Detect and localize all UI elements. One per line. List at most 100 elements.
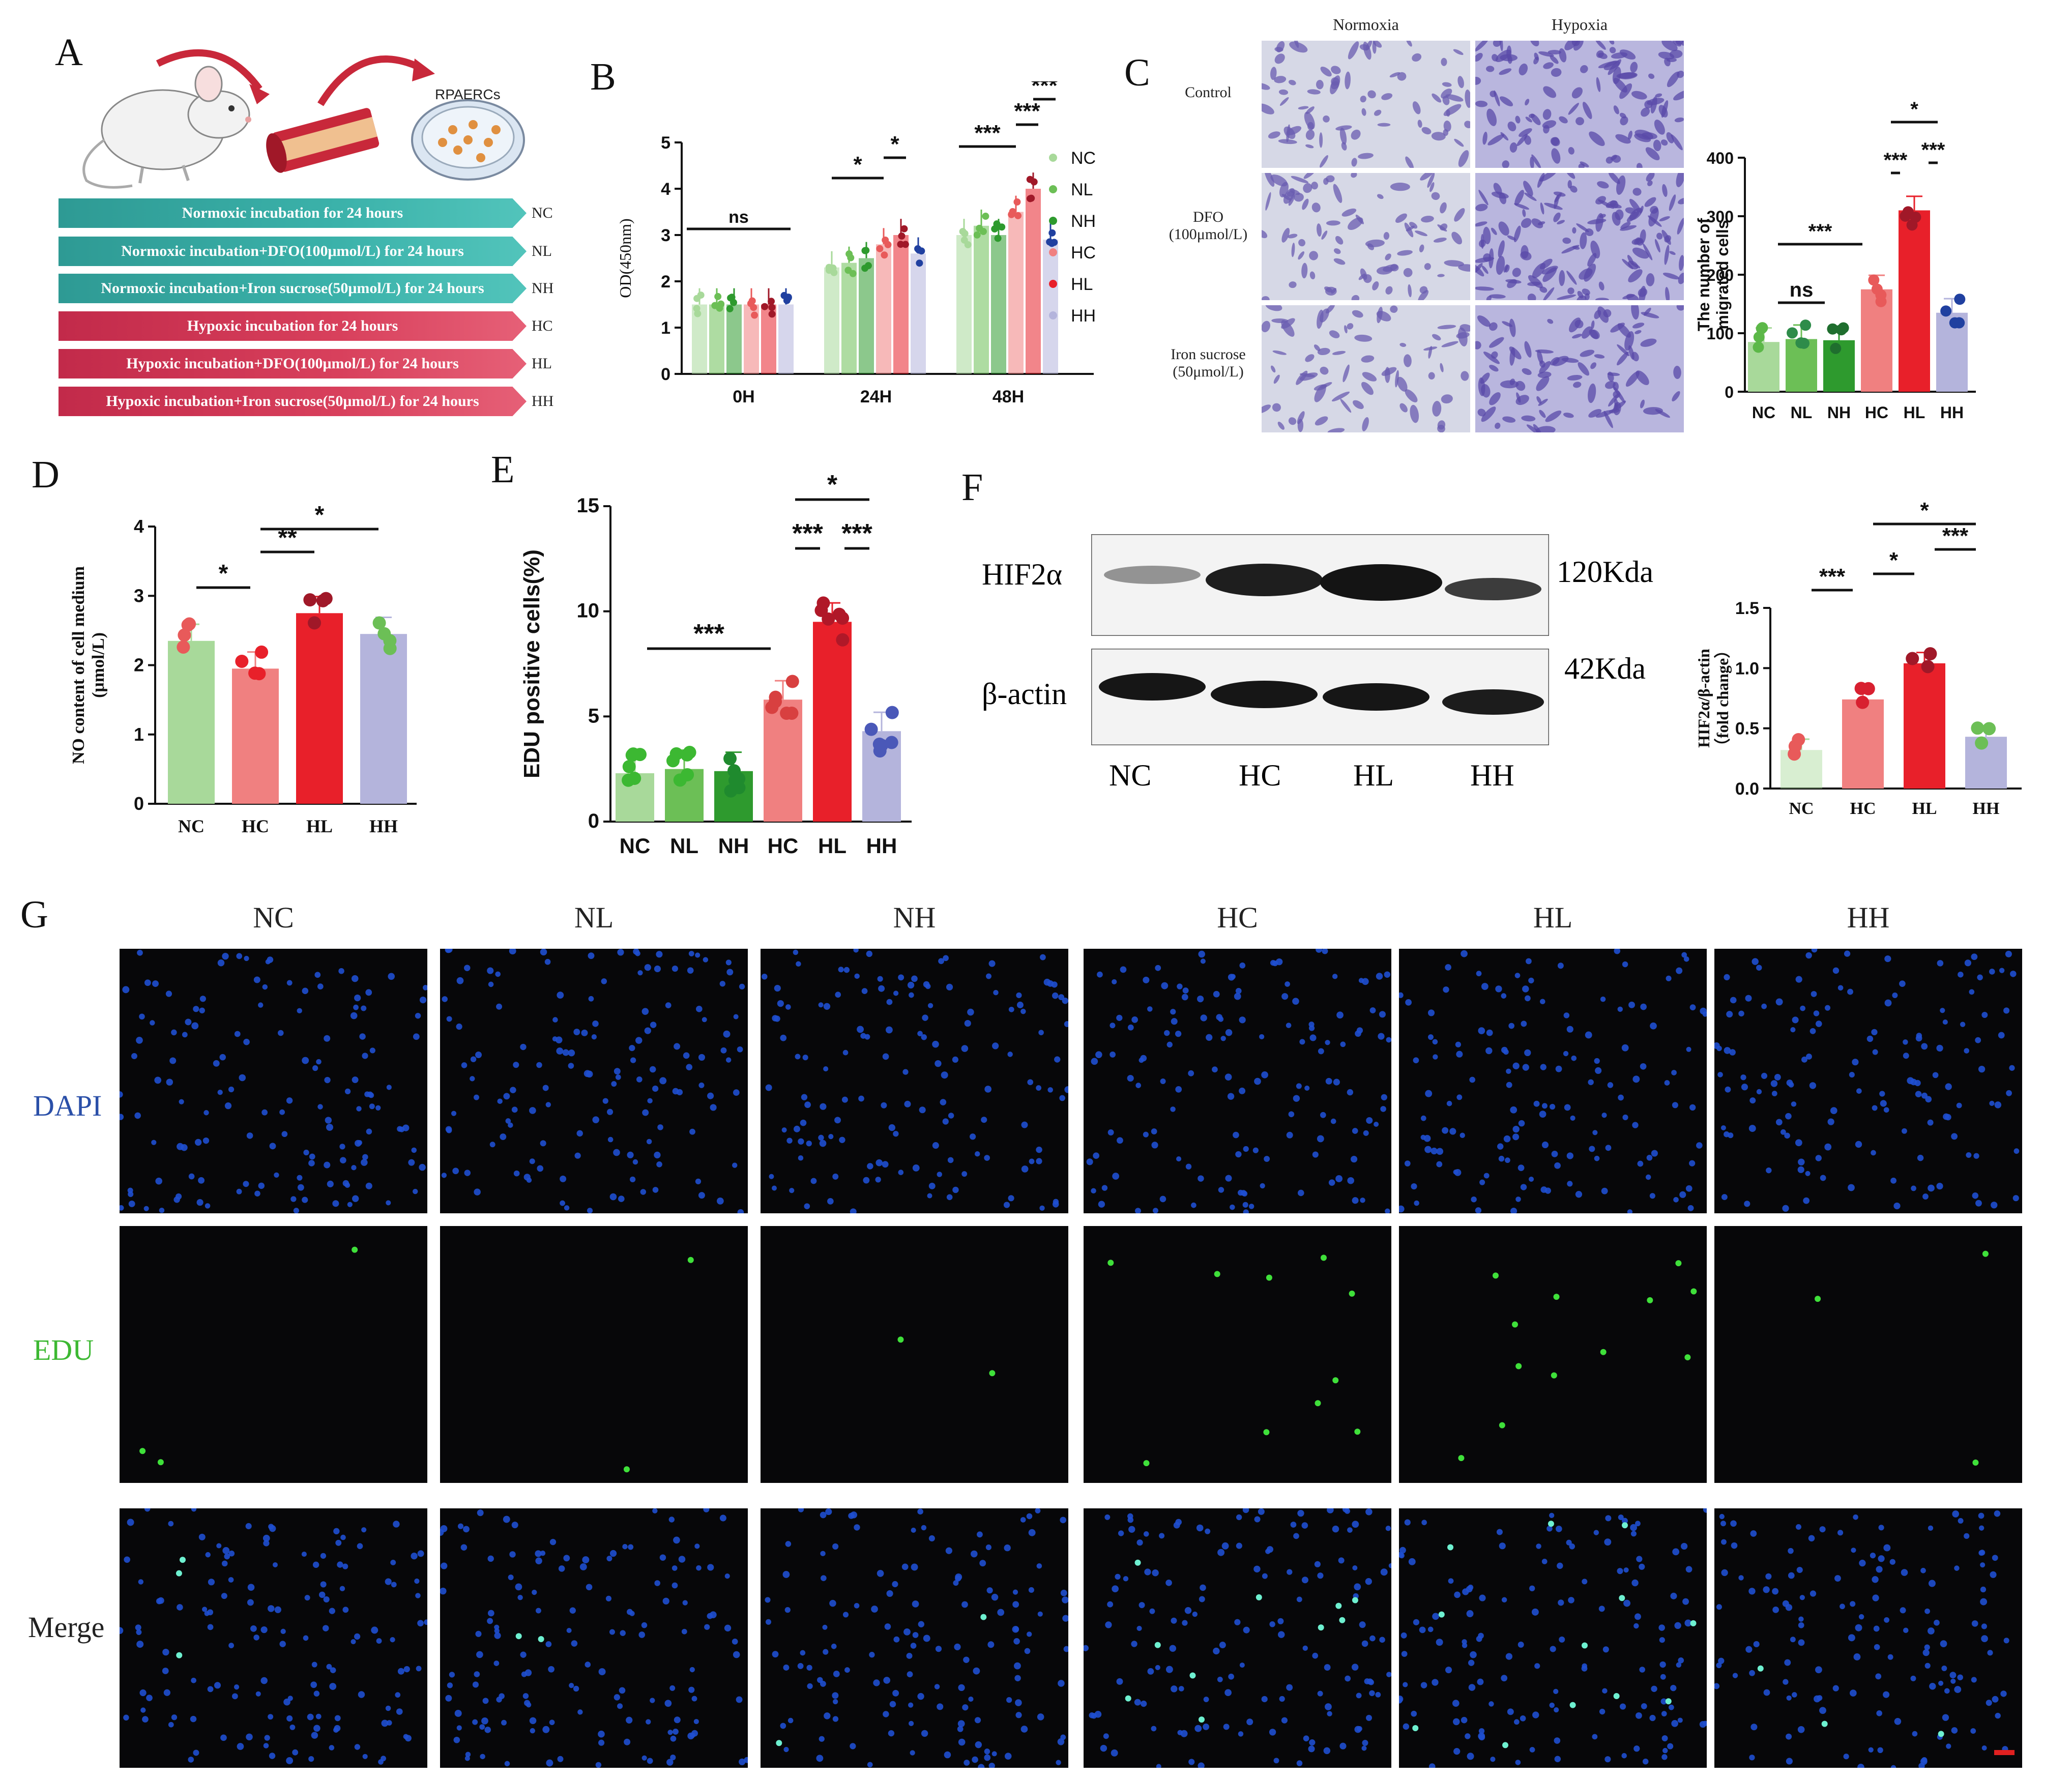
edu-col-title-nl: NL	[574, 901, 614, 934]
bar-hl	[893, 235, 909, 374]
fluorescence-image	[440, 1226, 748, 1483]
data-point	[885, 736, 898, 749]
data-point	[252, 667, 266, 681]
significance-label: ***	[792, 519, 823, 548]
data-point	[785, 675, 799, 688]
legend-marker	[1049, 311, 1057, 319]
data-point	[901, 241, 909, 248]
y-tick-label: 3	[661, 226, 670, 245]
data-point	[1875, 296, 1887, 307]
data-point	[1788, 739, 1802, 753]
data-point	[973, 231, 981, 239]
y-axis-label: The number ofmigrated cells	[1695, 218, 1732, 332]
y-tick-label: 15	[577, 494, 600, 517]
bar-hh	[778, 304, 794, 374]
data-point	[1954, 294, 1966, 305]
bar-nc	[956, 235, 972, 374]
bar-hc	[232, 668, 279, 804]
data-point	[1787, 327, 1798, 339]
significance-label: ns	[1790, 279, 1814, 301]
legend-label: NC	[1071, 149, 1096, 168]
data-point	[728, 773, 742, 787]
data-point	[836, 633, 850, 647]
data-point	[1753, 341, 1764, 353]
data-point	[727, 294, 735, 302]
bar-hl	[813, 622, 852, 822]
data-point	[768, 304, 776, 311]
edu-row-label-edu: EDU	[33, 1333, 94, 1366]
data-point	[1906, 652, 1919, 665]
data-point	[750, 304, 757, 311]
fluorescence-image	[1714, 1226, 2022, 1483]
data-point	[1940, 305, 1952, 317]
data-point	[1835, 324, 1847, 336]
category-label: HH	[369, 816, 398, 836]
category-label: NC	[1789, 799, 1814, 818]
significance-label: *	[1920, 498, 1929, 523]
data-point	[177, 640, 190, 654]
fluorescence-image	[1399, 1508, 1707, 1768]
treatment-banner-hh: Hypoxic incubation+Iron sucrose(50μmol/L…	[59, 387, 527, 416]
bar-nl	[974, 225, 989, 374]
bar-hl	[1026, 189, 1041, 374]
bar-nl	[841, 263, 857, 374]
data-point	[308, 616, 322, 630]
blot-lane-nc: NC	[1109, 759, 1152, 792]
category-label: NL	[1791, 403, 1813, 422]
category-label: NL	[670, 834, 698, 858]
data-point	[711, 302, 719, 309]
category-label: HC	[242, 816, 269, 836]
data-point	[377, 627, 391, 640]
row-label-dfo: DFO (100μmol/L)	[1169, 209, 1248, 243]
treatment-code-hh: HH	[532, 393, 554, 410]
bar-nh	[726, 304, 742, 374]
data-point	[1856, 695, 1870, 709]
bar-hl	[1899, 210, 1930, 392]
panel-label-e: E	[491, 448, 515, 491]
data-point	[235, 654, 249, 668]
category-label: 48H	[993, 387, 1024, 406]
data-point	[1982, 722, 1996, 736]
edu-row-label-dapi: DAPI	[33, 1089, 102, 1122]
panel-label-c: C	[1124, 51, 1150, 94]
fluorescence-image	[1084, 949, 1391, 1213]
y-axis-label: NO content of cell medium(μmol/L)	[69, 566, 108, 764]
data-point	[861, 265, 869, 272]
blot-label-hif2a: HIF2α	[982, 558, 1063, 591]
data-point	[959, 228, 967, 236]
data-point	[383, 641, 397, 655]
legend-marker	[1049, 217, 1057, 225]
treatment-banner-hc: Hypoxic incubation for 24 hours	[59, 311, 527, 341]
data-point	[960, 236, 968, 244]
category-label: NC	[178, 816, 205, 836]
data-point	[882, 236, 889, 244]
y-tick-label: 0	[661, 365, 670, 384]
significance-label: *	[219, 560, 228, 587]
data-point	[1921, 660, 1935, 674]
blot-size-hif2a: 120Kda	[1557, 555, 1653, 589]
fluorescence-image	[1399, 1226, 1707, 1483]
data-point	[761, 303, 769, 310]
y-tick-label: 1	[661, 318, 670, 338]
transwell-image	[1262, 41, 1470, 168]
data-point	[1830, 342, 1842, 354]
data-point	[1013, 198, 1021, 206]
y-tick-label: 100	[1707, 325, 1734, 343]
fluorescence-image	[1714, 949, 2022, 1213]
y-tick-label: 3	[134, 585, 144, 606]
legend-label: NH	[1071, 212, 1096, 231]
y-tick-label: 1.0	[1735, 659, 1759, 678]
y-tick-label: 5	[661, 133, 670, 153]
legend-marker	[1049, 248, 1057, 256]
treatment-code-hc: HC	[532, 317, 553, 334]
y-tick-label: 4	[134, 516, 144, 537]
rpaercs-title: RPAERCs	[435, 86, 501, 102]
legend-label: HC	[1071, 243, 1096, 263]
data-point	[914, 245, 922, 252]
treatment-banner-nh: Normoxic incubation+Iron sucrose(50μmol/…	[59, 274, 527, 303]
bar-nh	[859, 258, 874, 374]
data-point	[372, 616, 386, 630]
culture-dish-icon	[411, 99, 525, 181]
significance-label: *	[315, 502, 325, 529]
data-point	[994, 235, 1002, 242]
